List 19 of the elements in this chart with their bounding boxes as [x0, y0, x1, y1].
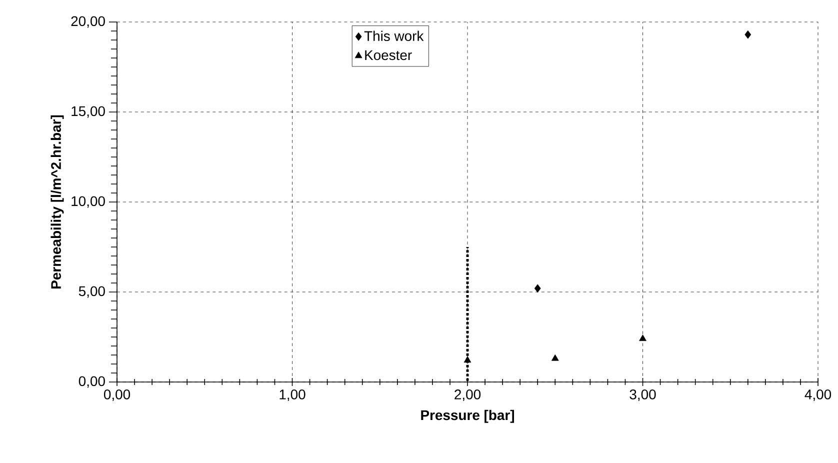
y-tick-label: 10,00 — [72, 196, 105, 208]
legend-label: Koester — [365, 50, 412, 60]
x-tick-label: 2,00 — [454, 389, 481, 402]
point — [744, 30, 752, 39]
point — [464, 356, 472, 363]
y-tick-label: 5,00 — [78, 286, 105, 298]
point — [551, 354, 559, 361]
x-tick-label: 1,00 — [280, 389, 306, 402]
point — [534, 284, 541, 293]
point — [639, 334, 646, 341]
x-axis-title: Pressure [bar] — [421, 410, 514, 423]
y-axis-title: Permeability [l/m^2.hr.bar] — [50, 115, 64, 288]
x-tick-label: 4,00 — [804, 389, 832, 402]
x-tick-label: 0,00 — [104, 389, 130, 402]
x-tick-label: 3,00 — [630, 389, 656, 402]
y-tick-label: 20,00 — [71, 16, 105, 28]
y-tick-label: 0,00 — [78, 376, 105, 388]
legend-label: This work — [364, 30, 424, 42]
y-tick-label: 15,00 — [72, 106, 105, 118]
